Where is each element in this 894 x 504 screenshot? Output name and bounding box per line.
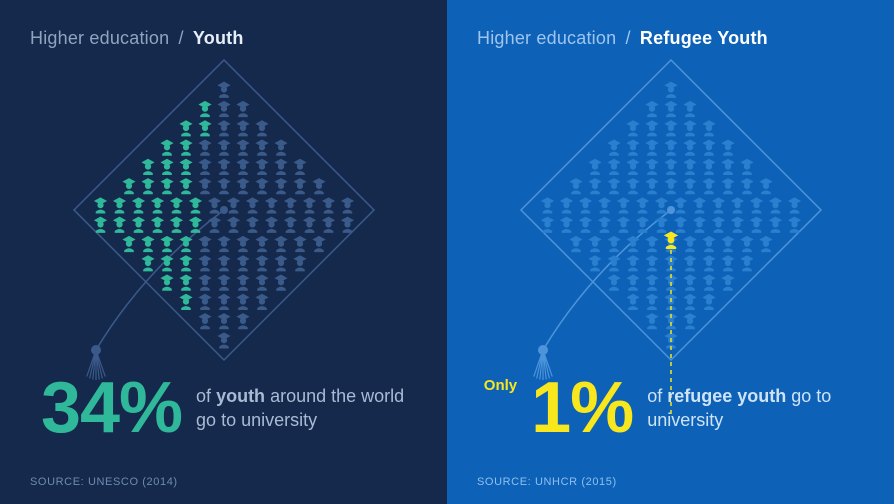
stat-percent: 34% xyxy=(41,372,182,444)
header-bold: Refugee Youth xyxy=(640,28,768,48)
graduation-cap-left xyxy=(44,55,404,415)
header-left: Higher education / Youth xyxy=(30,28,417,49)
header-prefix: Higher education xyxy=(477,28,616,48)
header-separator: / xyxy=(179,28,184,48)
header-separator: / xyxy=(626,28,631,48)
stat-text: of youth around the world go to universi… xyxy=(196,384,406,433)
header-right: Higher education / Refugee Youth xyxy=(477,28,864,49)
stat-pre: Only xyxy=(484,377,517,394)
stat-right: Only 1% of refugee youth go to universit… xyxy=(447,372,894,444)
panel-youth: Higher education / Youth xyxy=(0,0,447,504)
cap-svg-left xyxy=(44,55,404,415)
stat-percent: 1% xyxy=(531,372,633,444)
source-right: SOURCE: UNHCR (2015) xyxy=(477,476,617,488)
panel-refugee-youth: Higher education / Refugee Youth xyxy=(447,0,894,504)
stat-left: 34% of youth around the world go to univ… xyxy=(0,372,447,444)
stat-text: of refugee youth go to university xyxy=(647,384,857,433)
header-prefix: Higher education xyxy=(30,28,169,48)
header-bold: Youth xyxy=(193,28,244,48)
cap-svg-right xyxy=(491,55,851,415)
graduation-cap-right xyxy=(491,55,851,415)
source-left: SOURCE: UNESCO (2014) xyxy=(30,476,178,488)
